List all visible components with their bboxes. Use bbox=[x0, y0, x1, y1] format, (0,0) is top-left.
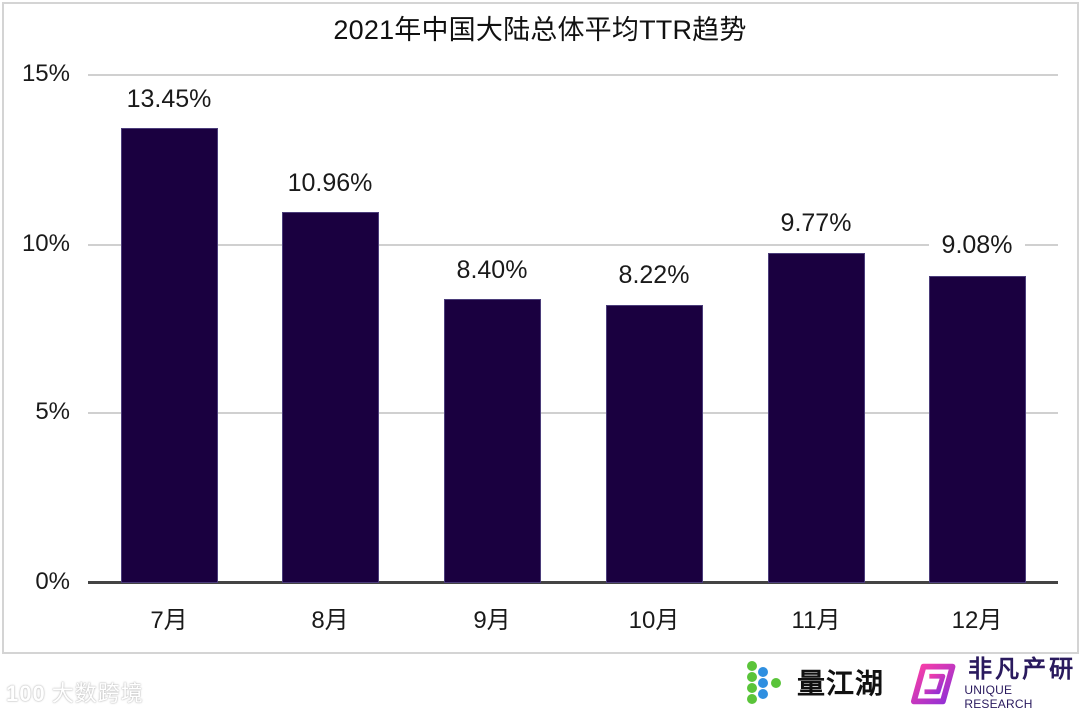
liangjianghu-text: 量江湖 bbox=[797, 668, 885, 699]
watermark: 100 大数跨境 bbox=[6, 676, 144, 708]
value-label-9: 8.40% bbox=[456, 256, 528, 284]
gridline-5 bbox=[88, 412, 1058, 414]
bar-10 bbox=[606, 305, 703, 583]
value-label-8: 10.96% bbox=[287, 169, 373, 197]
y-tick-5: 5% bbox=[35, 398, 70, 425]
bar-7 bbox=[121, 128, 218, 583]
x-label-10: 10月 bbox=[628, 607, 680, 634]
value-label-10: 8.22% bbox=[618, 261, 690, 289]
chart-title: 2021年中国大陆总体平均TTR趋势 bbox=[333, 15, 747, 45]
y-tick-15: 15% bbox=[21, 60, 70, 87]
x-label-12: 12月 bbox=[951, 607, 1003, 634]
value-label-7: 13.45% bbox=[126, 85, 212, 113]
liangjianghu-logo: 量江湖 bbox=[745, 660, 884, 704]
value-label-12: 9.08% bbox=[929, 231, 1025, 260]
x-label-7: 7月 bbox=[150, 607, 188, 634]
liangjianghu-icon bbox=[747, 661, 781, 704]
gridline-15 bbox=[88, 74, 1058, 76]
bar-8 bbox=[282, 212, 379, 583]
gridline-10 bbox=[88, 244, 1058, 246]
x-label-8: 8月 bbox=[311, 607, 349, 634]
bar-12 bbox=[929, 276, 1026, 583]
x-label-11: 11月 bbox=[791, 607, 841, 634]
footer bbox=[0, 654, 1080, 716]
x-axis-line bbox=[88, 581, 1058, 584]
watermark-logo-icon: 100 bbox=[6, 681, 46, 706]
unique-research-cn: 非凡产研 bbox=[968, 656, 1077, 683]
y-tick-0: 0% bbox=[35, 568, 70, 595]
unique-research-en: UNIQUE RESEARCH bbox=[964, 683, 1033, 711]
bar-9 bbox=[444, 299, 541, 583]
y-tick-10: 10% bbox=[21, 230, 70, 257]
x-label-9: 9月 bbox=[473, 607, 511, 634]
unique-research-logo: 非凡产研 UNIQUE RESEARCH bbox=[910, 656, 1080, 711]
bar-11 bbox=[768, 253, 865, 583]
unique-research-icon bbox=[910, 663, 956, 705]
value-label-11: 9.77% bbox=[776, 209, 856, 238]
watermark-text: 大数跨境 bbox=[51, 681, 144, 706]
